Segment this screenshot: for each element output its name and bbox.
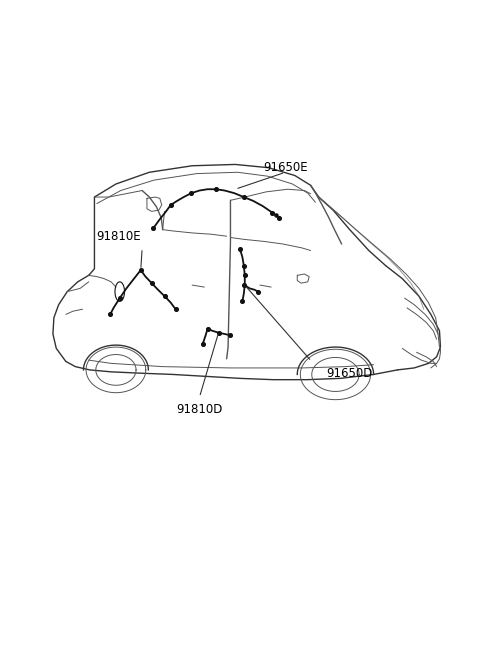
Point: [148, 278, 156, 288]
Point: [241, 270, 249, 280]
Point: [215, 328, 222, 338]
Point: [172, 304, 180, 314]
Point: [240, 192, 248, 202]
Point: [254, 286, 262, 297]
Point: [276, 213, 283, 223]
Point: [240, 280, 248, 290]
Point: [161, 291, 168, 301]
Text: 91650D: 91650D: [326, 367, 372, 380]
Point: [239, 296, 246, 307]
Point: [149, 223, 157, 234]
Point: [212, 184, 220, 195]
Point: [116, 293, 123, 303]
Point: [199, 339, 206, 349]
Point: [227, 330, 234, 341]
Point: [240, 260, 248, 271]
Text: 91650E: 91650E: [263, 161, 308, 174]
Point: [107, 309, 114, 320]
Point: [236, 244, 244, 255]
Point: [272, 210, 280, 221]
Text: 91810E: 91810E: [96, 230, 141, 243]
Text: 91810D: 91810D: [176, 403, 223, 415]
Point: [204, 324, 211, 334]
Point: [269, 208, 276, 218]
Point: [137, 265, 144, 275]
Point: [188, 188, 195, 198]
Point: [167, 200, 175, 210]
